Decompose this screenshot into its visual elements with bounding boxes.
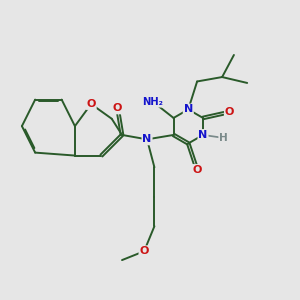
Text: NH₂: NH₂ bbox=[142, 97, 164, 107]
Text: N: N bbox=[198, 130, 208, 140]
Text: H: H bbox=[219, 133, 228, 143]
Text: O: O bbox=[225, 107, 234, 117]
Text: N: N bbox=[142, 134, 152, 144]
Text: O: O bbox=[113, 103, 122, 113]
Text: N: N bbox=[184, 104, 193, 114]
Text: O: O bbox=[140, 246, 149, 256]
Text: O: O bbox=[86, 99, 96, 109]
Text: O: O bbox=[192, 165, 202, 175]
